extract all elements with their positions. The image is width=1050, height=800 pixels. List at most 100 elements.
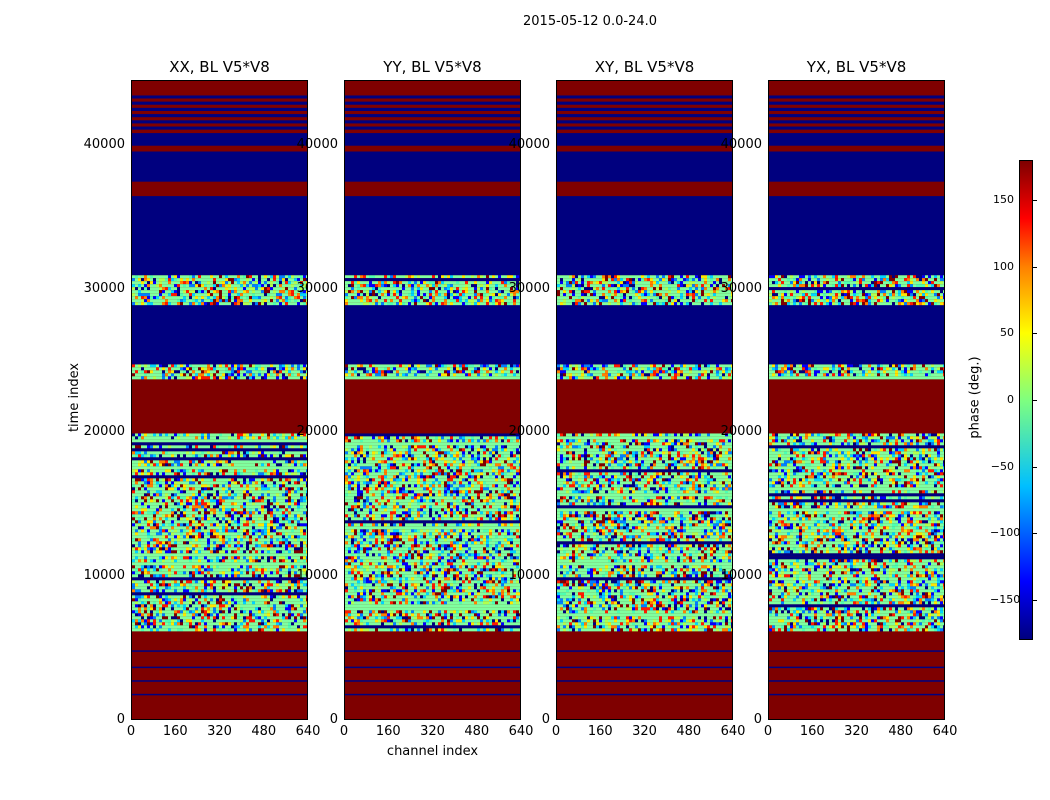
region-cell xyxy=(222,523,225,527)
region-cell xyxy=(498,460,501,464)
region-cell xyxy=(381,460,384,464)
region-cell xyxy=(249,616,252,620)
region-cell xyxy=(138,580,141,584)
region-cell xyxy=(144,454,147,458)
region-cell xyxy=(216,622,219,626)
region-cell xyxy=(165,607,168,611)
region-cell xyxy=(243,502,246,506)
region-cell xyxy=(243,523,246,527)
region-cell xyxy=(408,475,411,479)
region-cell xyxy=(300,478,303,482)
region-cell xyxy=(204,613,207,617)
region-cell xyxy=(183,550,186,554)
region-cell xyxy=(285,610,288,614)
region-cell xyxy=(198,508,201,512)
region-cell xyxy=(192,517,195,521)
region-cell xyxy=(246,595,249,599)
region-cell xyxy=(252,433,255,437)
region-cell xyxy=(219,463,222,467)
region-cell xyxy=(261,373,264,377)
region-cell xyxy=(285,511,288,515)
region-cell xyxy=(171,487,174,491)
region-cell xyxy=(144,619,147,623)
region-cell xyxy=(237,493,240,497)
region-cell xyxy=(372,466,375,470)
region-cell xyxy=(294,287,297,291)
region-cell xyxy=(279,526,282,530)
region-cell xyxy=(195,619,198,623)
region-cell xyxy=(294,496,297,500)
region-cell xyxy=(162,526,165,530)
region-cell xyxy=(159,526,162,530)
region-cell xyxy=(468,466,471,470)
region-cell xyxy=(135,580,138,584)
region-cell xyxy=(303,454,306,458)
region-cell xyxy=(255,460,258,464)
region-cell xyxy=(246,541,249,545)
region-cell xyxy=(165,469,168,473)
region-cell xyxy=(396,457,399,461)
region-cell xyxy=(297,484,300,488)
region-cell xyxy=(231,496,234,500)
region-cell xyxy=(303,541,306,545)
region-cell xyxy=(258,460,261,464)
region-cell xyxy=(267,502,270,506)
region-cell xyxy=(222,469,225,473)
region-cell xyxy=(255,293,258,297)
region-cell xyxy=(432,439,435,443)
region-cell xyxy=(276,296,279,300)
region-cell xyxy=(171,472,174,476)
region-cell xyxy=(285,547,288,551)
region-cell xyxy=(267,508,270,512)
region-cell xyxy=(435,454,438,458)
region-cell xyxy=(162,293,165,297)
region-cell xyxy=(147,436,150,440)
region-cell xyxy=(153,281,156,285)
region-cell xyxy=(240,514,243,518)
region-cell xyxy=(147,589,150,593)
region-cell xyxy=(183,535,186,539)
region-cell xyxy=(183,293,186,297)
region-cell xyxy=(273,616,276,620)
region-cell xyxy=(276,484,279,488)
region-cell xyxy=(237,433,240,437)
region-cell xyxy=(306,541,307,545)
region-cell xyxy=(153,565,156,569)
region-cell xyxy=(147,287,150,291)
region-cell xyxy=(219,484,222,488)
region-cell xyxy=(150,505,153,509)
region-cell xyxy=(132,493,135,497)
region-cell xyxy=(216,436,219,440)
region-cell xyxy=(192,293,195,297)
region-cell xyxy=(165,451,168,455)
region-cell xyxy=(366,445,369,449)
region-cell xyxy=(168,496,171,500)
region-cell xyxy=(147,559,150,563)
region-cell xyxy=(408,448,411,452)
region-cell xyxy=(141,478,144,482)
region-cell xyxy=(213,580,216,584)
region-cell xyxy=(306,511,307,515)
region-cell xyxy=(180,544,183,548)
region-cell xyxy=(192,463,195,467)
region-cell xyxy=(285,493,288,497)
region-cell xyxy=(252,571,255,575)
region-cell xyxy=(288,445,291,449)
region-cell xyxy=(237,556,240,560)
region-cell xyxy=(156,460,159,464)
region-cell xyxy=(144,550,147,554)
region-cell xyxy=(234,604,237,608)
region-cell xyxy=(516,472,519,476)
region-cell xyxy=(270,302,273,306)
region-cell xyxy=(132,472,135,476)
region-cell xyxy=(285,571,288,575)
region-cell xyxy=(252,586,255,590)
region-cell xyxy=(306,532,307,536)
region-cell xyxy=(246,568,249,572)
region-cell xyxy=(447,475,450,479)
region-cell xyxy=(147,490,150,494)
region-cell xyxy=(279,520,282,524)
region-cell xyxy=(300,565,303,569)
region-cell xyxy=(159,547,162,551)
region-cell xyxy=(258,589,261,593)
